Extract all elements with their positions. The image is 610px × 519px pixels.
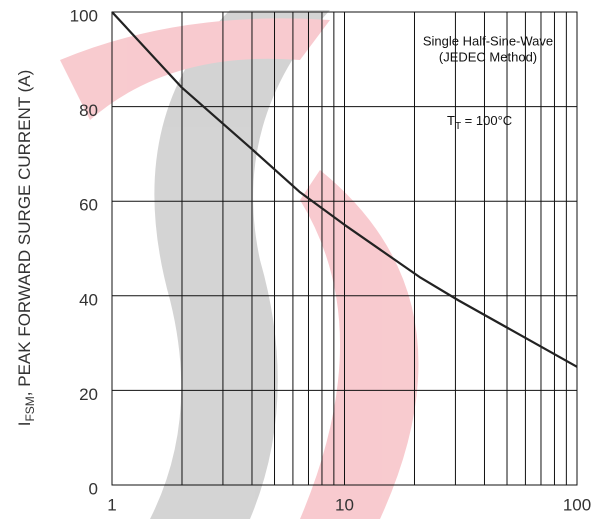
watermark	[60, 10, 419, 519]
x-tick-label: 10	[335, 495, 354, 514]
data-line	[111, 11, 578, 368]
y-tick-label: 20	[79, 385, 98, 404]
y-axis-label: IFSM, PEAK FORWARD SURGE CURRENT (A)	[15, 70, 37, 427]
y-tick-label: 80	[79, 101, 98, 120]
annotation: (JEDEC Method)	[439, 49, 537, 64]
x-tick-label: 1	[107, 495, 116, 514]
y-tick-label: 60	[79, 196, 98, 215]
x-tick-label: 100	[563, 495, 591, 514]
y-tick-label: 0	[89, 479, 98, 498]
y-tick-label: 100	[70, 6, 98, 25]
annotation: TT = 100°C	[447, 113, 512, 131]
annotation: Single Half-Sine-Wave	[423, 33, 553, 48]
y-tick-label: 40	[79, 290, 98, 309]
